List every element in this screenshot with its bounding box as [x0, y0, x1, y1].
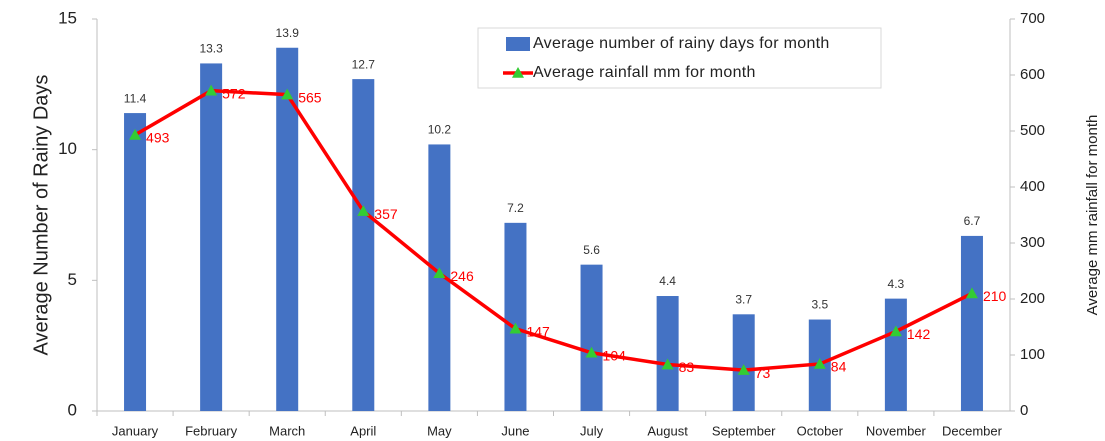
x-tick-label: November: [866, 423, 927, 438]
y2-tick-label: 400: [1020, 178, 1045, 195]
line-value-label: 104: [603, 347, 627, 363]
legend-marker: [512, 67, 524, 78]
line-marker: [281, 88, 294, 100]
bar: [276, 47, 299, 411]
bar-value-label: 3.7: [735, 292, 752, 306]
legend-box: [477, 27, 882, 89]
bar: [200, 63, 223, 411]
bar: [580, 264, 603, 411]
y2-tick-label: 500: [1020, 122, 1045, 139]
y-axis-title: Average Number of Rainy Days: [30, 75, 52, 356]
y-tick-label: 5: [68, 270, 77, 289]
bar-value-label: 12.7: [352, 57, 376, 71]
bar: [884, 298, 907, 411]
line: [134, 88, 973, 372]
line-marker: [205, 84, 218, 96]
line-value-label: 83: [679, 359, 695, 375]
line-value-label: 147: [526, 323, 550, 339]
line-marker: [129, 128, 142, 140]
y2-axis-title: Average mm rainfall for month: [1084, 115, 1101, 316]
line-value-label: 84: [831, 359, 847, 375]
bar-value-label: 10.2: [428, 123, 452, 137]
line-marker: [509, 322, 522, 334]
line-value-label: 565: [298, 89, 322, 105]
line-value-label: 210: [983, 288, 1007, 304]
legend-label: Average number of rainy days for month: [533, 35, 830, 52]
line-value-label: 493: [146, 130, 170, 146]
line-value-label: 246: [450, 268, 474, 284]
x-tick-label: August: [647, 423, 688, 438]
bar-value-label: 7.2: [507, 201, 524, 215]
line-marker: [357, 205, 370, 216]
y2-tick-label: 300: [1020, 234, 1045, 251]
bar-value-label: 13.3: [199, 42, 223, 56]
bar-value-label: 6.7: [964, 214, 981, 228]
bar-value-label: 4.4: [659, 274, 676, 288]
x-tick-label: October: [797, 423, 844, 438]
y2-tick-label: 200: [1020, 290, 1045, 307]
line-value-label: 357: [374, 206, 398, 222]
line-marker: [737, 364, 750, 375]
x-tick-label: September: [712, 423, 776, 438]
x-tick-label: February: [185, 423, 238, 438]
y2-tick-label: 0: [1020, 402, 1028, 419]
y-tick-label: 15: [58, 8, 77, 27]
y2-tick-label: 600: [1020, 66, 1045, 83]
y2-tick-label: 100: [1020, 346, 1045, 363]
bar: [352, 79, 375, 412]
line-value-label: 73: [755, 365, 771, 381]
y-tick-label: 0: [68, 400, 77, 419]
x-tick-label: May: [427, 423, 452, 438]
bar: [124, 113, 147, 411]
line-marker: [965, 287, 978, 299]
x-tick-label: March: [269, 423, 305, 438]
bar: [504, 222, 527, 411]
bar: [732, 314, 755, 411]
bar: [656, 296, 679, 411]
x-tick-label: April: [350, 423, 376, 438]
legend-label: Average rainfall mm for month: [533, 64, 756, 81]
bar-value-label: 13.9: [276, 26, 300, 40]
x-tick-label: January: [112, 423, 159, 438]
legend-swatch: [506, 37, 530, 51]
line-marker: [585, 346, 598, 358]
x-tick-label: June: [501, 423, 529, 438]
line-marker: [661, 358, 674, 370]
bar-value-label: 4.3: [888, 277, 905, 291]
bar-value-label: 11.4: [124, 91, 147, 105]
line-marker: [889, 325, 902, 337]
x-tick-label: July: [580, 423, 604, 438]
bar: [960, 235, 983, 411]
line-marker: [813, 357, 826, 369]
bar-value-label: 3.5: [811, 298, 828, 312]
bar-value-label: 5.6: [583, 243, 600, 257]
line-value-label: 572: [222, 85, 246, 101]
y-tick-label: 10: [58, 139, 77, 158]
y2-tick-label: 700: [1020, 10, 1045, 27]
line-value-label: 142: [907, 326, 931, 342]
line-marker: [433, 267, 446, 279]
x-tick-label: December: [942, 423, 1003, 438]
